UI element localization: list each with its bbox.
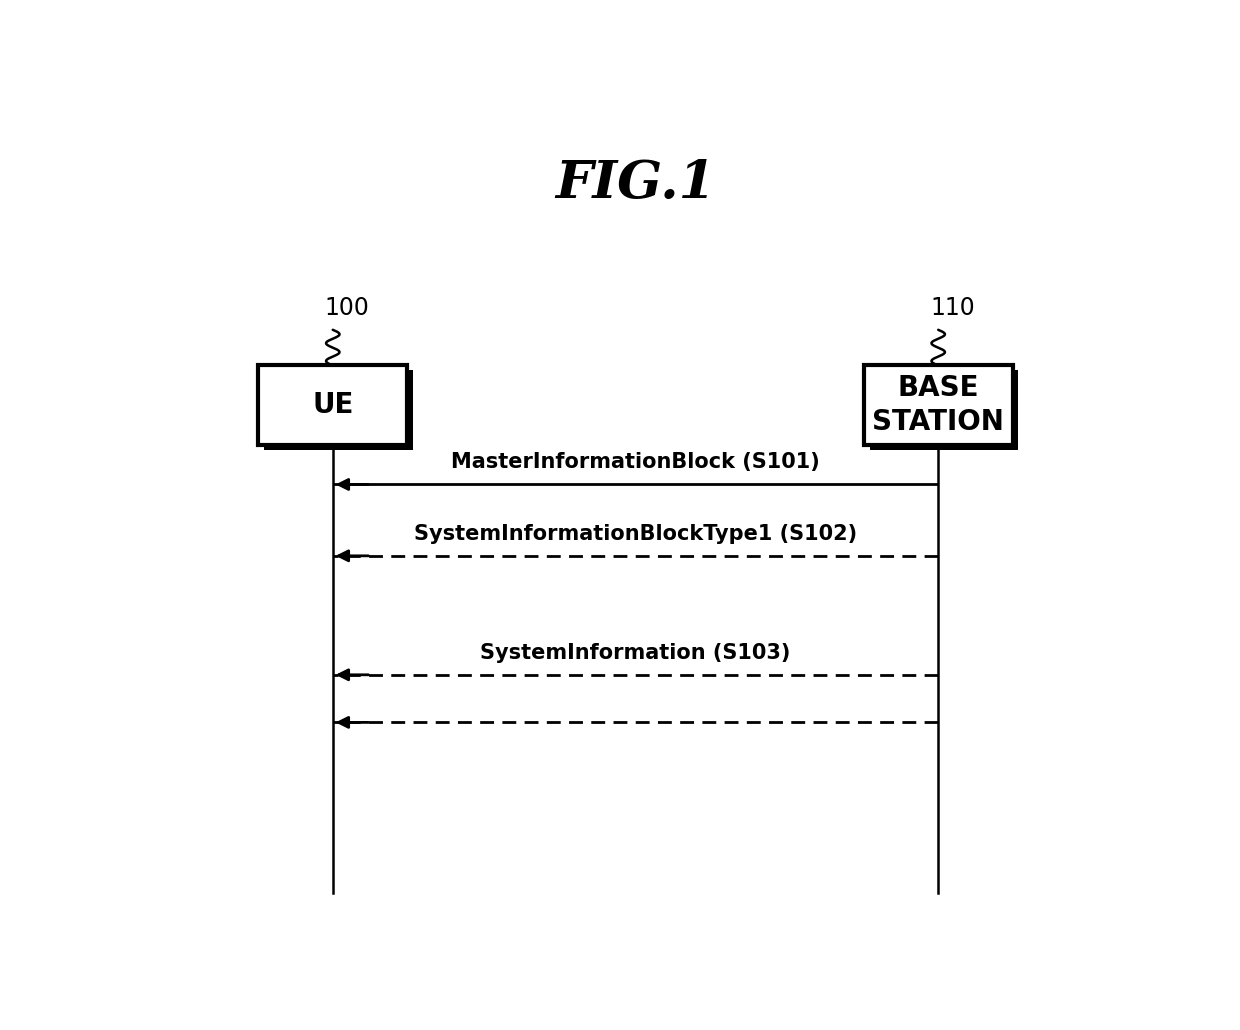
- Text: BASE
STATION: BASE STATION: [872, 374, 1004, 437]
- Text: SystemInformation (S103): SystemInformation (S103): [480, 643, 791, 662]
- Text: SystemInformationBlockType1 (S102): SystemInformationBlockType1 (S102): [414, 523, 857, 544]
- Text: FIG.1: FIG.1: [556, 158, 715, 209]
- Bar: [869, 370, 1018, 449]
- Text: UE: UE: [312, 391, 353, 419]
- Bar: [864, 366, 1013, 445]
- Bar: [264, 370, 413, 449]
- Text: 100: 100: [325, 297, 370, 320]
- Text: MasterInformationBlock (S101): MasterInformationBlock (S101): [451, 452, 820, 472]
- Bar: [258, 366, 407, 445]
- Text: 110: 110: [930, 297, 975, 320]
